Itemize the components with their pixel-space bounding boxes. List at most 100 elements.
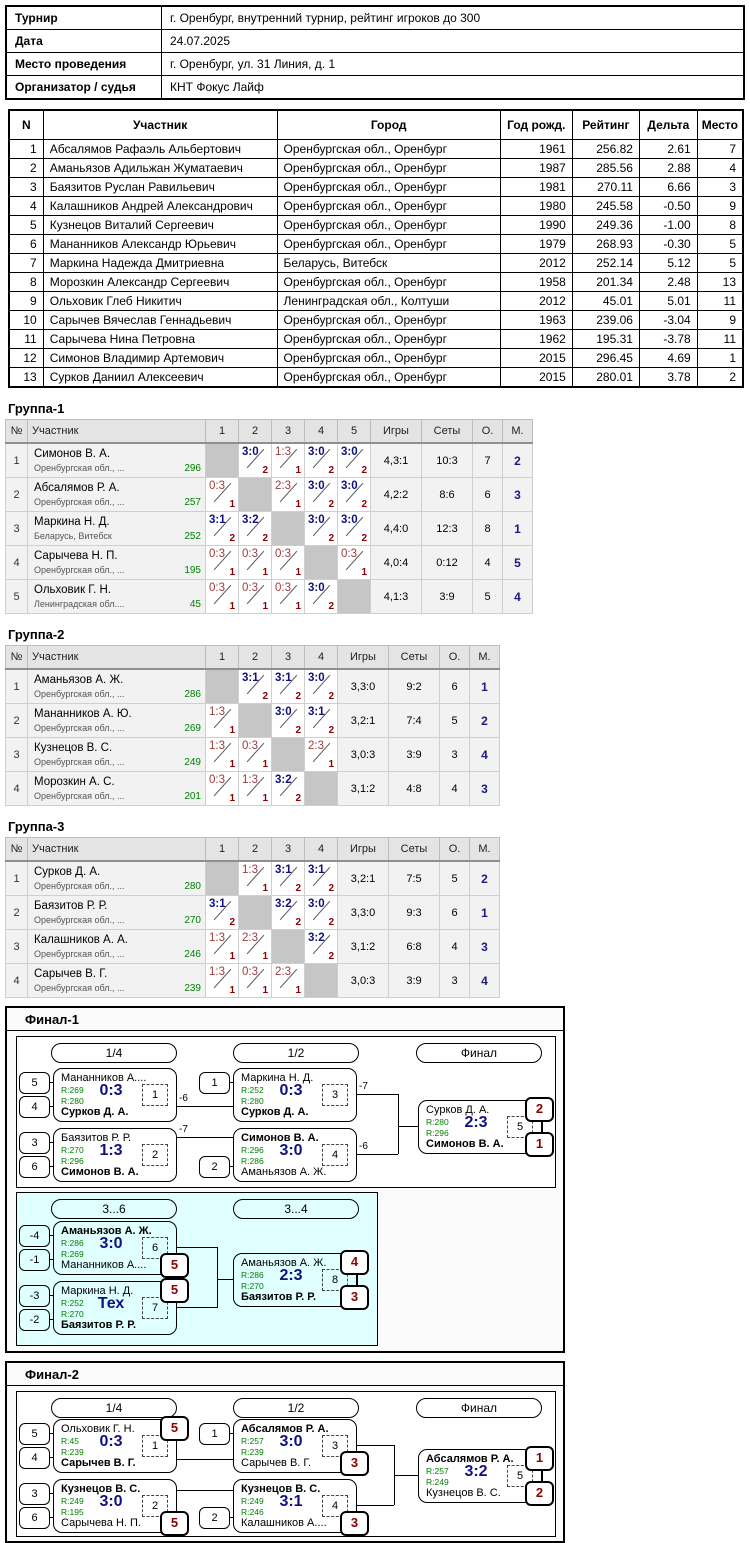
cell-city: Беларусь, Витебск	[276, 253, 501, 273]
cell-number: 10	[8, 310, 44, 330]
group-row: 3 Кузнецов В. С. Оренбургская обл., ... 249…	[5, 737, 500, 772]
info-value: г. Оренбург, внутренний турнир, рейтинг …	[161, 5, 745, 30]
cell-city: Оренбургская обл., Оренбург	[276, 139, 501, 159]
participant-row: 2 Аманьязов Адильжан Жуматаевич Оренбургск…	[8, 158, 744, 178]
participant-row: 3 Баязитов Руслан Равильевич Оренбургская …	[8, 177, 744, 197]
match-score: 0:3	[242, 582, 258, 594]
seed-box: 4	[19, 1096, 54, 1118]
cell-number: 1	[5, 668, 28, 704]
final-brackets-container: Финал-1 1/4 1/2 Финал -6 -7 -7 -6 5 4 Мананников А…	[0, 1006, 750, 1543]
cell-place: 9	[696, 310, 744, 330]
match-number: 8	[322, 1269, 348, 1291]
cell-sets: 0:12	[421, 545, 473, 580]
match-score: 3:1	[308, 706, 325, 718]
participant-sub: Оренбургская обл., ... 296	[34, 463, 201, 474]
info-row: Турнир г. Оренбург, внутренний турнир, ре…	[5, 5, 745, 30]
seed-box: 2	[199, 1507, 234, 1529]
group-header-row: № Участник 1 2 3 4 Игры Сеты О. М.	[5, 837, 500, 862]
bracket-connector-line	[217, 1247, 218, 1308]
col-header-opponent-2: 2	[238, 645, 272, 670]
cell-place: 9	[696, 196, 744, 216]
cell-city: Оренбургская обл., Оренбург	[276, 234, 501, 254]
player-rating-top: R:280	[426, 1117, 449, 1127]
cell-place: 7	[696, 139, 744, 159]
cell-match-score: 3:0 2	[304, 511, 338, 546]
col-header-place: М.	[469, 837, 500, 862]
final-section-2: Финал-2 1/4 1/2 Финал 5 4 Ольховик Г. Н. R:45 R:…	[5, 1361, 565, 1543]
cell-match-score: 0:3 1	[238, 737, 272, 772]
participant-region: Оренбургская обл., ...	[34, 564, 125, 575]
cell-participant: Симонов В. А. Оренбургская обл., ... 296	[27, 442, 206, 478]
bracket-connector-line	[398, 1094, 399, 1127]
cell-match-score: 0:3 1	[271, 545, 305, 580]
match-points: 2	[328, 691, 334, 702]
participant-row: 13 Сурков Даниил Алексеевич Оренбургская о…	[8, 367, 744, 388]
place-box: 2	[525, 1481, 554, 1506]
consolation-bracket-box: 3...6 3...4 -4 -1 Аманьязов А. Ж. R:286 R:269 3…	[16, 1192, 378, 1346]
participant-name: Кузнецов В. С.	[34, 741, 113, 754]
player-name-top: Аманьязов А. Ж.	[241, 1257, 327, 1269]
cell-games: 4,4:0	[370, 511, 422, 546]
player-name-bottom: Сурков Д. А.	[61, 1106, 129, 1118]
player-rating-top: R:270	[61, 1145, 84, 1155]
col-header-opponent-4: 4	[304, 837, 338, 862]
seed-box: 5	[19, 1423, 54, 1445]
cell-sets: 3:9	[388, 737, 440, 772]
group-row: 2 Баязитов Р. Р. Оренбургская обл., ... 270…	[5, 895, 500, 930]
cell-match-score: 3:0 2	[304, 668, 338, 704]
match-points: 1	[295, 985, 301, 996]
cell-delta: 5.12	[638, 253, 698, 273]
participant-rating: 296	[184, 462, 201, 474]
match-score: 0:3	[242, 740, 258, 752]
cell-games: 4,2:2	[370, 477, 422, 512]
tournament-report-page: Турнир г. Оренбург, внутренний турнир, ре…	[0, 5, 750, 1543]
match-points: 1	[295, 601, 301, 612]
match-number: 6	[142, 1237, 168, 1259]
cell-match-score: 0:3 1	[271, 579, 305, 614]
cell-birth-year: 1980	[499, 196, 573, 216]
match-score: 0:3	[242, 966, 258, 978]
cell-city: Оренбургская обл., Оренбург	[276, 177, 501, 197]
match-points: 1	[262, 567, 268, 578]
bracket-connector-line	[394, 1445, 395, 1476]
player-name-top: Маркина Н. Д.	[241, 1072, 314, 1084]
player-rating-bottom: R:239	[61, 1447, 84, 1457]
cell-match-score: 3:2 2	[304, 929, 338, 964]
col-header-points: О.	[439, 837, 470, 862]
match-score: 3:2	[464, 1463, 488, 1480]
cell-participant: Маркина Надежда Дмитриевна	[42, 253, 278, 273]
bracket-match: 1 Маркина Н. Д. R:252 R:280 0:3 Сурков Д. А. 3	[199, 1068, 357, 1122]
cell-match-score: 3:1 2	[304, 860, 338, 896]
bracket-connector-line	[175, 1459, 233, 1460]
seed-box: 3	[19, 1483, 54, 1505]
player-name-top: Ольховик Г. Н.	[61, 1423, 135, 1435]
bracket-connector-line	[355, 1505, 394, 1506]
match-score: 1:3	[209, 932, 225, 944]
cell-place: 3	[502, 477, 533, 512]
cell-city: Оренбургская обл., Оренбург	[276, 196, 501, 216]
cell-number: 8	[8, 272, 44, 292]
cell-participant: Баязитов Р. Р. Оренбургская обл., ... 270	[27, 895, 206, 930]
match-score: 3:1	[308, 864, 325, 876]
cell-participant: Ольховик Глеб Никитич	[42, 291, 278, 311]
info-row: Организатор / судья КНТ Фокус Лайф	[5, 75, 745, 100]
match-points: 2	[229, 533, 235, 544]
cell-points: 7	[472, 442, 503, 478]
cell-match-score: 3:2 2	[271, 771, 305, 806]
participant-region: Оренбургская обл., ...	[34, 756, 125, 767]
cell-participant: Баязитов Руслан Равильевич	[42, 177, 278, 197]
cell-number: 2	[5, 895, 28, 930]
match-points: 2	[262, 465, 268, 476]
cell-points: 5	[472, 579, 503, 614]
cell-match-score: 3:0 2	[337, 442, 371, 478]
match-score: 3:0	[275, 706, 292, 718]
cell-match-score: 2:3 1	[238, 929, 272, 964]
bracket-connector-line	[175, 1307, 217, 1308]
cell-sets: 12:3	[421, 511, 473, 546]
info-label: Место проведения	[5, 52, 162, 76]
participant-region: Оренбургская обл., ...	[34, 722, 125, 733]
cell-rating: 280.01	[571, 367, 640, 388]
match-points: 2	[295, 725, 301, 736]
col-header-games: Игры	[370, 419, 422, 444]
place-box: 1	[525, 1446, 554, 1471]
